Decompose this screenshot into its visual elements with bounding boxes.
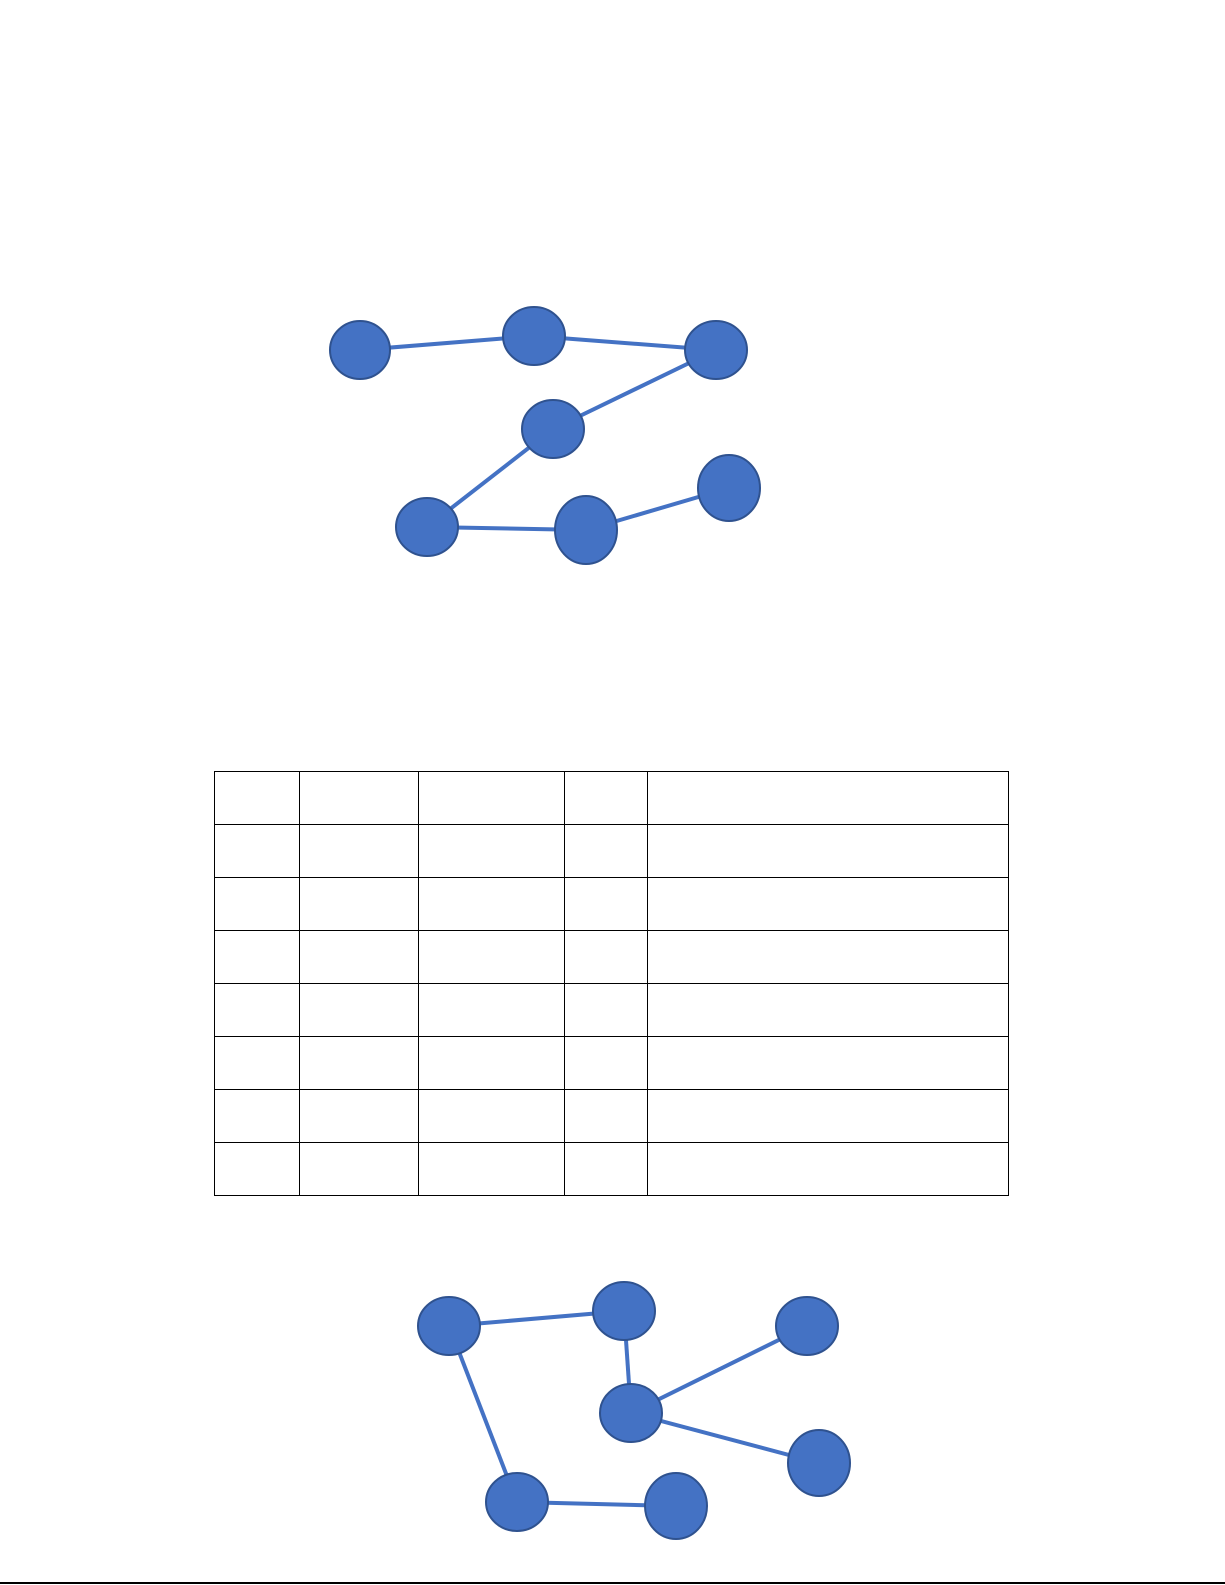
table-cell xyxy=(299,771,419,825)
table-cell xyxy=(418,877,565,931)
graph-node xyxy=(502,306,566,366)
graph-diagram-2 xyxy=(417,1281,851,1540)
table-cell xyxy=(564,983,648,1037)
table-cell xyxy=(418,824,565,878)
table-row xyxy=(214,877,1009,931)
graph-node xyxy=(787,1429,851,1497)
table-cell xyxy=(299,1036,419,1090)
table-cell xyxy=(299,930,419,984)
graph-node xyxy=(592,1281,656,1341)
table-row xyxy=(214,983,1009,1037)
table-cell xyxy=(214,1089,300,1143)
table-cell xyxy=(214,983,300,1037)
graph-edge xyxy=(447,1325,519,1503)
table-cell xyxy=(214,1036,300,1090)
empty-table xyxy=(214,771,1009,1196)
table-cell xyxy=(647,983,1009,1037)
table-cell xyxy=(299,1089,419,1143)
table-cell xyxy=(418,1089,565,1143)
table-cell xyxy=(418,930,565,984)
table-cell xyxy=(647,877,1009,931)
graph-node xyxy=(775,1296,839,1356)
table-cell xyxy=(564,1036,648,1090)
table-cell xyxy=(564,771,648,825)
page-bottom-rule xyxy=(0,1582,1225,1584)
table-cell xyxy=(564,824,648,878)
table-cell xyxy=(647,930,1009,984)
table-cell xyxy=(299,983,419,1037)
graph-node xyxy=(485,1472,549,1532)
graph-node xyxy=(329,320,391,380)
graph-node xyxy=(554,495,618,565)
table-cell xyxy=(418,983,565,1037)
table-cell xyxy=(647,771,1009,825)
table-cell xyxy=(647,1142,1009,1196)
table-cell xyxy=(214,930,300,984)
graph-node xyxy=(644,1472,708,1540)
table-row xyxy=(214,930,1009,984)
table-cell xyxy=(418,1036,565,1090)
table-row xyxy=(214,824,1009,878)
table-cell xyxy=(418,1142,565,1196)
table-row xyxy=(214,1142,1009,1196)
table-cell xyxy=(299,824,419,878)
table-row xyxy=(214,1089,1009,1143)
table-row xyxy=(214,1036,1009,1090)
table-cell xyxy=(647,1089,1009,1143)
table-cell xyxy=(299,877,419,931)
table-cell xyxy=(214,824,300,878)
table-cell xyxy=(564,930,648,984)
table-cell xyxy=(418,771,565,825)
table-cell xyxy=(214,771,300,825)
table-row xyxy=(214,771,1009,825)
table-cell xyxy=(214,1142,300,1196)
table-cell xyxy=(299,1142,419,1196)
graph-node xyxy=(521,399,585,459)
graph-edge xyxy=(630,1324,808,1415)
table-cell xyxy=(647,1036,1009,1090)
graph-node xyxy=(417,1296,481,1356)
graph-edge xyxy=(630,1411,820,1465)
table-cell xyxy=(564,1089,648,1143)
graph-node xyxy=(599,1383,663,1443)
graph-node xyxy=(697,454,761,522)
table-cell xyxy=(564,1142,648,1196)
table-cell xyxy=(214,877,300,931)
graph-diagram-1 xyxy=(329,306,761,565)
graph-node xyxy=(395,497,459,557)
table-cell xyxy=(647,824,1009,878)
table-cell xyxy=(564,877,648,931)
graph-node xyxy=(684,320,748,380)
